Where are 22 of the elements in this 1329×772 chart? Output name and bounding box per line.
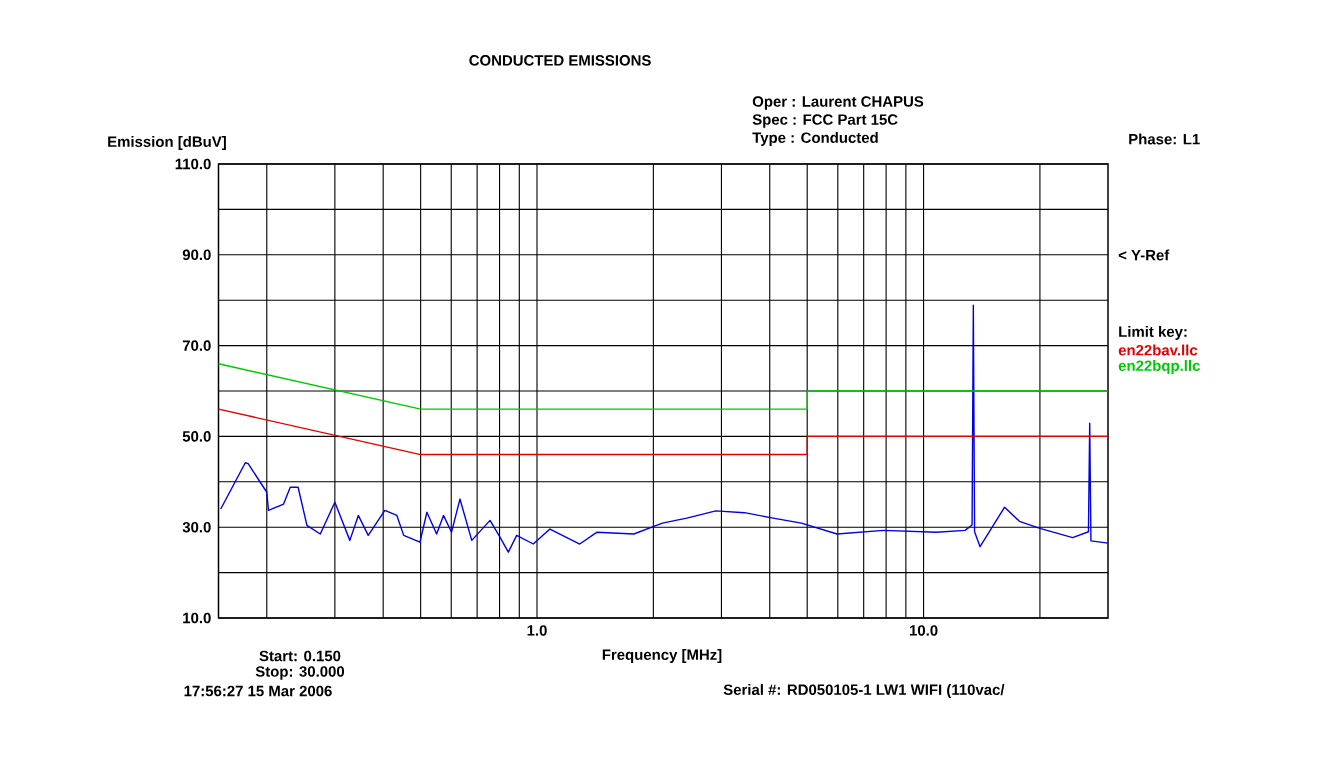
x-axis-title: Frequency [MHz] <box>602 649 722 663</box>
text: Stop: 30.000 <box>255 666 345 680</box>
text: Type : Conducted <box>752 132 878 146</box>
text: en22bav.llc <box>1118 344 1198 356</box>
text: 17:56:27 15 Mar 2006 <box>184 685 332 697</box>
x-tick-label: 1.0 <box>527 625 547 636</box>
y-tick-label: 110.0 <box>175 158 211 170</box>
y-tick-label: 10.0 <box>183 612 211 624</box>
text: Phase: L1 <box>1129 133 1200 145</box>
y-axis-title: Emission [dBuV] <box>108 136 226 150</box>
y-tick-label: 50.0 <box>182 431 211 442</box>
y-tick-label: 90.0 <box>182 249 211 261</box>
y-tick-label: 30.0 <box>182 521 211 533</box>
y-tick-label: 70.0 <box>182 340 211 351</box>
text: Spec : FCC Part 15C <box>752 114 898 128</box>
legend-title: Limit key: <box>1119 326 1187 340</box>
text: < Y-Ref <box>1118 249 1170 261</box>
text: Start: 0.150 <box>259 650 341 662</box>
text: Serial #: RD050105-1 LW1 WIFI (110vac/ <box>723 684 1005 698</box>
chart-title: CONDUCTED EMISSIONS <box>469 55 651 66</box>
series-label: en22bqp.llc <box>1118 360 1200 374</box>
text: Oper : Laurent CHAPUS <box>752 96 924 110</box>
